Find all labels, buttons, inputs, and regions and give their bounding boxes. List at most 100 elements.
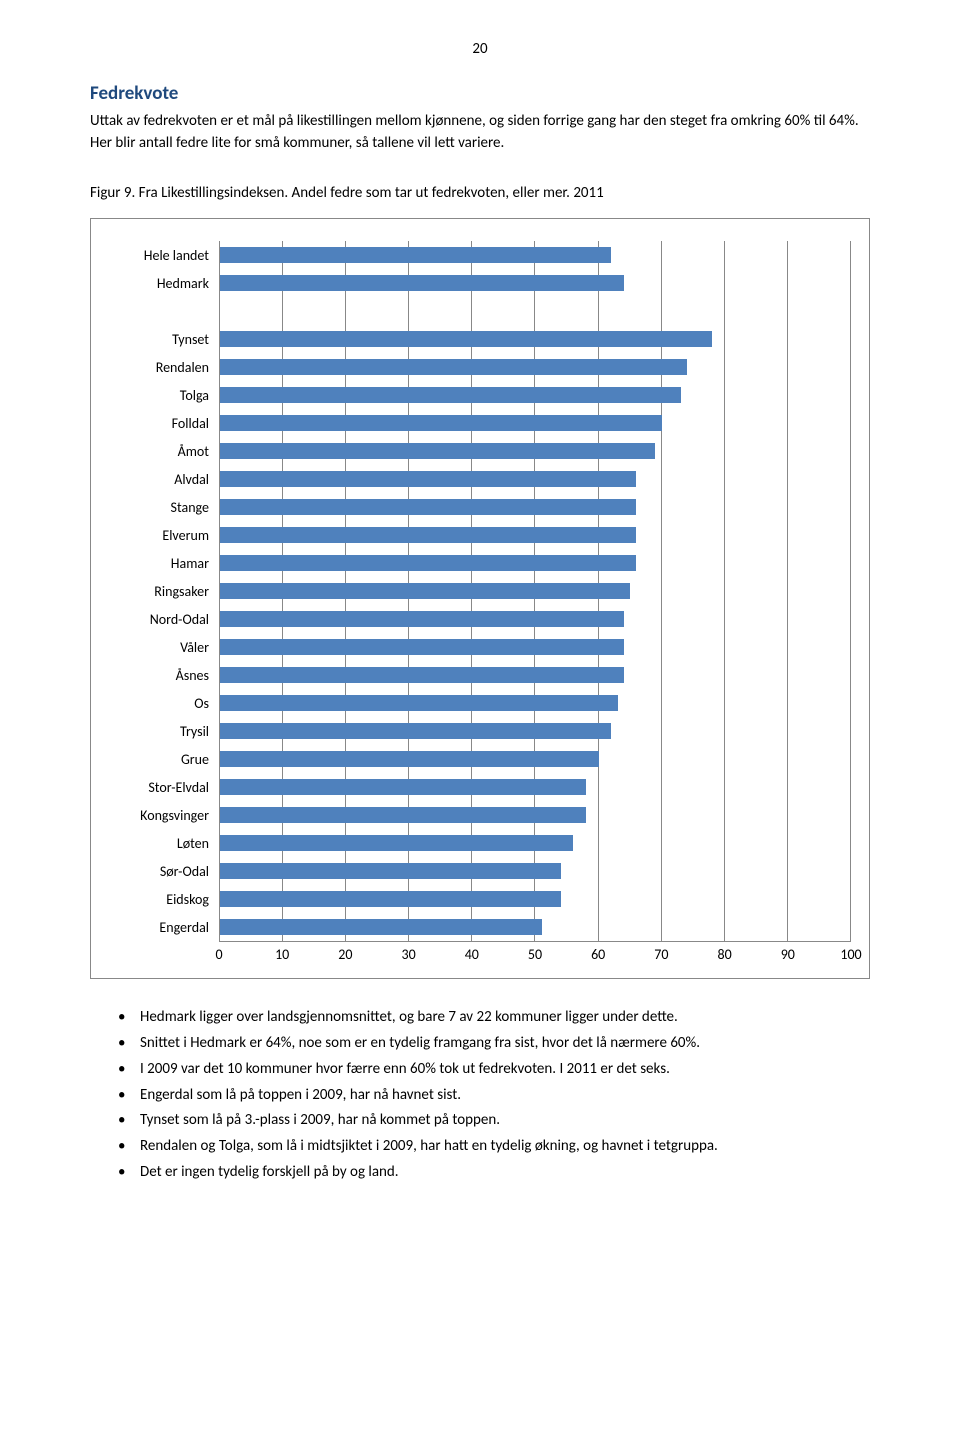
bar-label: Trysil	[109, 717, 219, 745]
bar-row	[220, 689, 851, 717]
bar	[220, 583, 630, 599]
bar-row	[220, 913, 851, 941]
bar-label: Tolga	[109, 381, 219, 409]
plot-area	[219, 241, 851, 942]
bar-label: Stange	[109, 493, 219, 521]
section-heading: Fedrekvote	[90, 82, 870, 105]
bar-row	[220, 241, 851, 269]
bar	[220, 611, 624, 627]
x-tick: 40	[465, 946, 479, 963]
bar-row	[220, 801, 851, 829]
bar-label: Tynset	[109, 325, 219, 353]
bar	[220, 807, 586, 823]
figure-caption: Figur 9. Fra Likestillingsindeksen. Ande…	[90, 183, 870, 205]
bar-label: Alvdal	[109, 465, 219, 493]
bar-label: Stor-Elvdal	[109, 773, 219, 801]
bullet-item: Rendalen og Tolga, som lå i midtsjiktet …	[118, 1136, 870, 1158]
bullet-item: Snittet i Hedmark er 64%, noe som er en …	[118, 1033, 870, 1055]
bar-row	[220, 521, 851, 549]
bar-label: Nord-Odal	[109, 605, 219, 633]
bar-row	[220, 577, 851, 605]
bar	[220, 387, 681, 403]
bar-label: Eidskog	[109, 885, 219, 913]
bar	[220, 415, 662, 431]
bar-label: Løten	[109, 829, 219, 857]
bar-row	[220, 633, 851, 661]
bar-label: Os	[109, 689, 219, 717]
bar	[220, 863, 561, 879]
x-tick: 100	[840, 946, 861, 963]
intro-paragraph: Uttak av fedrekvoten er et mål på likest…	[90, 111, 870, 155]
bar	[220, 751, 599, 767]
bar	[220, 723, 611, 739]
bar	[220, 527, 636, 543]
bar-label: Kongsvinger	[109, 801, 219, 829]
x-tick: 0	[215, 946, 222, 963]
bar	[220, 443, 655, 459]
bullet-list: Hedmark ligger over landsgjennomsnittet,…	[90, 1007, 870, 1183]
bar-row	[220, 661, 851, 689]
bullet-item: I 2009 var det 10 kommuner hvor færre en…	[118, 1059, 870, 1081]
bar-label: Våler	[109, 633, 219, 661]
bar-row	[220, 885, 851, 913]
bar-row	[220, 437, 851, 465]
bar-label: Hedmark	[109, 269, 219, 297]
x-tick: 60	[591, 946, 605, 963]
bar	[220, 555, 636, 571]
bar	[220, 359, 687, 375]
bar	[220, 471, 636, 487]
bar-label: Rendalen	[109, 353, 219, 381]
bar-label: Grue	[109, 745, 219, 773]
x-tick: 20	[338, 946, 352, 963]
bars-layer	[220, 241, 851, 941]
chart-container: Hele landetHedmark TynsetRendalenTolgaFol…	[90, 218, 870, 979]
bar-label: Engerdal	[109, 913, 219, 941]
x-axis-ticks: 0102030405060708090100	[219, 942, 851, 964]
bar	[220, 919, 542, 935]
bar	[220, 667, 624, 683]
bar-row	[220, 745, 851, 773]
bar-row	[220, 829, 851, 857]
bar-row	[220, 605, 851, 633]
bar-label: Ringsaker	[109, 577, 219, 605]
bar-row	[220, 325, 851, 353]
bullet-item: Det er ingen tydelig forskjell på by og …	[118, 1162, 870, 1184]
bar-label: Hamar	[109, 549, 219, 577]
bar	[220, 779, 586, 795]
bar-label: Elverum	[109, 521, 219, 549]
x-tick: 30	[401, 946, 415, 963]
bar-row	[220, 857, 851, 885]
bar	[220, 247, 611, 263]
y-axis-labels: Hele landetHedmark TynsetRendalenTolgaFol…	[109, 241, 219, 942]
bullet-item: Engerdal som lå på toppen i 2009, har nå…	[118, 1085, 870, 1107]
x-tick: 90	[781, 946, 795, 963]
bar	[220, 891, 561, 907]
bar-row	[220, 409, 851, 437]
bar-label: Åmot	[109, 437, 219, 465]
x-tick: 10	[275, 946, 289, 963]
bar	[220, 331, 712, 347]
x-tick: 80	[717, 946, 731, 963]
bar-label: Hele landet	[109, 241, 219, 269]
bar-row	[220, 549, 851, 577]
bar-label: Folldal	[109, 409, 219, 437]
x-tick: 50	[528, 946, 542, 963]
bar-row	[220, 773, 851, 801]
bar-row	[220, 465, 851, 493]
page-number: 20	[90, 40, 870, 58]
bar-row	[220, 269, 851, 297]
x-tick: 70	[654, 946, 668, 963]
bar	[220, 275, 624, 291]
bullet-item: Tynset som lå på 3.-plass i 2009, har nå…	[118, 1110, 870, 1132]
bar-row	[220, 381, 851, 409]
bar-row	[220, 353, 851, 381]
bar	[220, 639, 624, 655]
bar	[220, 499, 636, 515]
bar-row	[220, 493, 851, 521]
bar-row	[220, 717, 851, 745]
bar	[220, 695, 618, 711]
bar-label: Sør-Odal	[109, 857, 219, 885]
bullet-item: Hedmark ligger over landsgjennomsnittet,…	[118, 1007, 870, 1029]
bar	[220, 835, 573, 851]
bar-label: Åsnes	[109, 661, 219, 689]
